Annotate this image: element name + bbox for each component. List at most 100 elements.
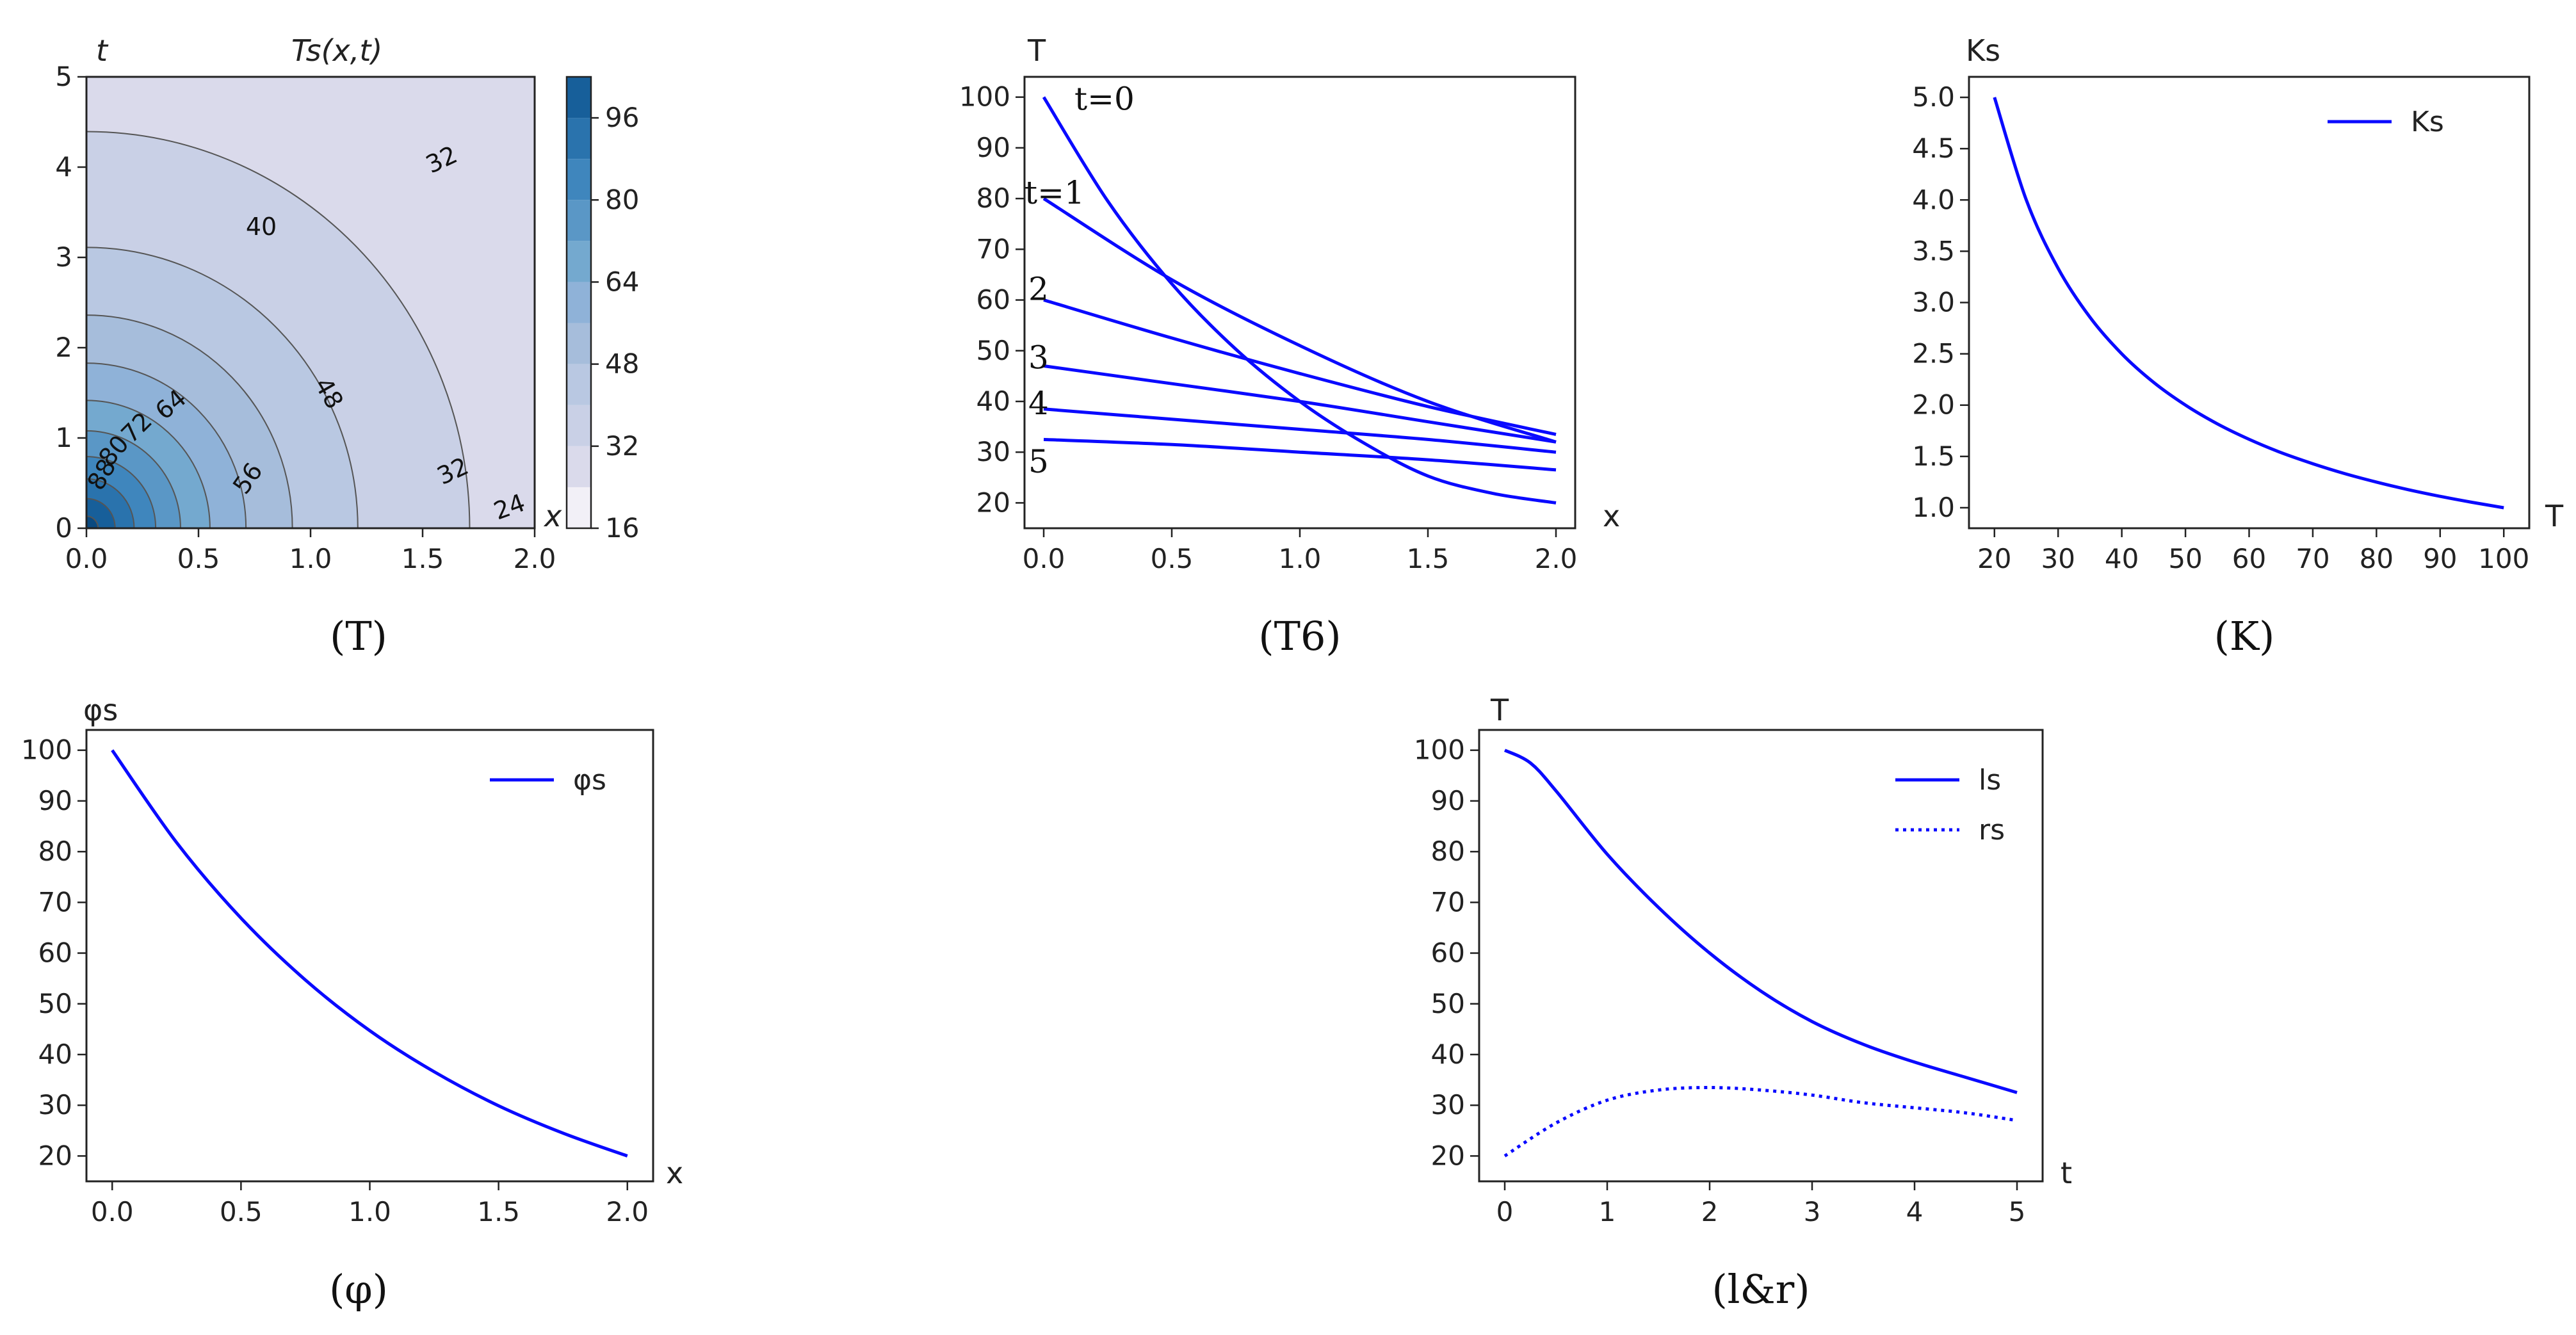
y-ticks: 20 30 40 50 60 70 80 90 100 — [21, 734, 86, 1171]
y-tick-label: 20 — [38, 1140, 72, 1171]
x-tick-label: 0 — [1496, 1196, 1514, 1227]
panel-phi: 0.0 0.5 1.0 1.5 2.0 20 30 40 50 60 70 80 90 100 φs φ… — [21, 693, 683, 1313]
series-line-t0 — [1042, 96, 1557, 505]
x-tick-label: 2.0 — [606, 1196, 649, 1227]
legend: Ks — [2328, 106, 2444, 138]
contour-band — [86, 516, 99, 528]
y-tick-label: 4.5 — [1912, 133, 1955, 164]
series-group — [1042, 96, 1557, 505]
caption-T: (T) — [330, 613, 387, 659]
series-label: 2 — [1028, 271, 1049, 308]
legend-label: φs — [573, 764, 606, 797]
x-tick-label: 60 — [2232, 543, 2266, 574]
x-ticks: 20 30 40 50 60 70 80 90 100 — [1977, 528, 2529, 574]
x-tick-label: 0.5 — [220, 1196, 263, 1227]
y-tick-label: 2 — [55, 332, 72, 363]
y-axis-label: T — [1027, 33, 1046, 68]
x-ticks: 0 1 2 3 4 5 — [1496, 1181, 2026, 1227]
series-line-3 — [1043, 364, 1557, 444]
colorbar-band — [567, 487, 591, 528]
series-line-2 — [1043, 298, 1557, 436]
colorbar-band — [567, 446, 591, 487]
colorbar-tick-label: 80 — [605, 184, 639, 215]
y-tick-label: 40 — [1431, 1039, 1465, 1070]
y-axis-label: φs — [83, 693, 118, 727]
contour-label: 40 — [246, 213, 277, 241]
colorbar-band — [567, 77, 591, 118]
y-tick-label: 60 — [976, 284, 1010, 316]
panel-K: 20 30 40 50 60 70 80 90 100 1.0 1.5 2.0 2.5 3.0 3.5 4.… — [1912, 33, 2564, 659]
y-axis-label: t — [96, 33, 109, 68]
y-tick-label: 80 — [38, 836, 72, 867]
x-tick-label: 0.5 — [177, 543, 220, 574]
x-tick-label: 1.0 — [348, 1196, 391, 1227]
y-tick-label: 90 — [976, 132, 1010, 163]
colorbar-band — [567, 241, 591, 282]
y-tick-label: 80 — [1431, 836, 1465, 867]
series-line-t1 — [1042, 197, 1557, 444]
y-tick-label: 40 — [976, 385, 1010, 417]
x-tick-label: 50 — [2168, 543, 2202, 574]
series-group — [111, 749, 628, 1158]
y-tick-label: 1.0 — [1912, 492, 1955, 523]
x-tick-label: 0.0 — [65, 543, 108, 574]
x-tick-label: 2 — [1701, 1196, 1719, 1227]
series-line-ls — [1503, 748, 2018, 1094]
colorbar-ticks: 16 32 48 64 80 96 — [591, 102, 639, 544]
series-label: 5 — [1028, 443, 1049, 480]
x-tick-label: 0.0 — [1023, 543, 1065, 574]
legend: φs — [490, 764, 606, 797]
y-tick-label: 4 — [55, 151, 72, 182]
x-tick-label: 0.0 — [91, 1196, 134, 1227]
x-tick-label: 3 — [1804, 1196, 1821, 1227]
plot-frame — [1478, 729, 2044, 1183]
series-label: t=1 — [1025, 174, 1085, 211]
colorbar-frame — [565, 76, 592, 530]
plot-frame — [85, 729, 654, 1183]
colorbar-band — [567, 118, 591, 159]
y-tick-label: 5 — [55, 61, 72, 92]
y-tick-label: 3.5 — [1912, 235, 1955, 266]
caption-T6: (T6) — [1258, 613, 1341, 659]
colorbar-band — [567, 323, 591, 364]
series-line-s — [111, 749, 628, 1158]
x-tick-label: 1.5 — [401, 543, 444, 574]
y-ticks: 20 30 40 50 60 70 80 90 100 — [1414, 734, 1479, 1171]
series-label: 3 — [1028, 339, 1049, 376]
x-axis-label: x — [1603, 499, 1620, 533]
y-tick-label: 80 — [976, 182, 1010, 214]
y-tick-label: 70 — [1431, 886, 1465, 918]
x-tick-label: 100 — [2478, 543, 2529, 574]
series-line-4 — [1043, 407, 1557, 454]
colorbar-tick-label: 32 — [605, 430, 639, 462]
y-tick-label: 30 — [976, 436, 1010, 467]
y-ticks: 20 30 40 50 60 70 80 90 100 — [959, 81, 1025, 518]
y-tick-label: 40 — [38, 1039, 72, 1070]
x-tick-label: 2.0 — [1535, 543, 1578, 574]
series-line-rs — [1503, 1086, 2018, 1158]
y-tick-label: 50 — [38, 988, 72, 1019]
x-tick-label: 5 — [2009, 1196, 2026, 1227]
x-tick-label: 80 — [2360, 543, 2394, 574]
colorbar-tick-label: 96 — [605, 102, 639, 133]
y-tick-label: 3 — [55, 241, 72, 273]
y-tick-label: 4.0 — [1912, 184, 1955, 215]
y-tick-label: 30 — [38, 1089, 72, 1121]
x-ticks: 0.0 0.5 1.0 1.5 2.0 — [65, 528, 556, 574]
series-line-5 — [1043, 437, 1557, 472]
caption-K: (K) — [2214, 613, 2275, 659]
legend: ls rs — [1895, 764, 2005, 846]
x-axis-label: x — [543, 499, 562, 533]
y-tick-label: 60 — [1431, 937, 1465, 969]
x-ticks: 0.0 0.5 1.0 1.5 2.0 — [91, 1181, 649, 1227]
y-tick-label: 3.0 — [1912, 287, 1955, 318]
colorbar-band — [567, 405, 591, 446]
series-label: 4 — [1028, 385, 1049, 422]
x-tick-label: 1.0 — [289, 543, 332, 574]
x-tick-label: 1 — [1599, 1196, 1616, 1227]
series-line-Ks — [1993, 97, 2504, 510]
y-tick-label: 100 — [21, 734, 72, 766]
plot-frame — [1968, 76, 2531, 530]
